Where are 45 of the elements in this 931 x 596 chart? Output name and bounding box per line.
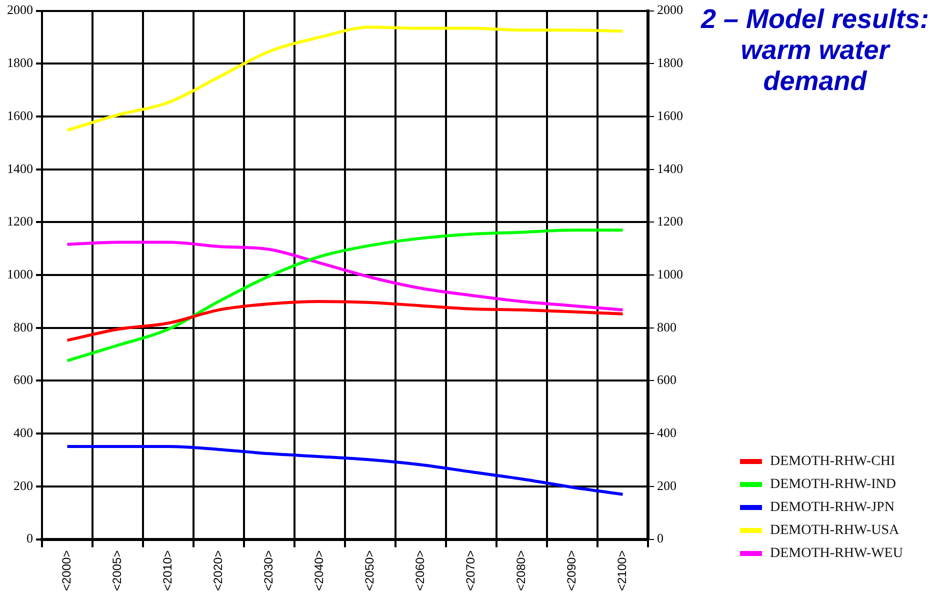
y2-tick-label: 800	[657, 319, 676, 334]
x-tick-label: <2100>	[615, 550, 630, 592]
y2-tick-label: 1400	[657, 160, 683, 176]
x-tick-label: <2080>	[514, 550, 528, 592]
x-tick-label: <2020>	[211, 550, 226, 592]
legend-label: DEMOTH-RHW-CHI	[769, 452, 896, 470]
y-tick-label: 600	[14, 372, 33, 388]
line-series	[66, 300, 624, 342]
legend-label: DEMOTH-RHW-JPN	[769, 498, 896, 516]
y-tick-label: 2000	[7, 2, 33, 18]
y2-tick-label: 400	[657, 425, 676, 440]
y2-tick-label: 1800	[657, 55, 683, 70]
y2-tick-label: 1200	[657, 214, 683, 229]
x-tick-label: <2090>	[564, 550, 579, 592]
legend-label: DEMOTH-RHW-WEU	[769, 544, 903, 562]
x-tick-label: <2070>	[464, 550, 478, 592]
y-tick-label: 1800	[7, 55, 33, 70]
y2-tick-label: 600	[657, 372, 676, 388]
y-tick-label: 400	[14, 425, 33, 440]
y-tick-label: 800	[14, 319, 33, 334]
y-tick-label: 0	[26, 530, 33, 546]
y2-tick-label: 0	[657, 530, 664, 546]
x-tick-label: <2005>	[110, 550, 124, 592]
x-tick-label: <2040>	[312, 550, 326, 592]
line-series	[66, 26, 624, 132]
y2-tick-label: 2000	[657, 2, 683, 18]
y-tick-label: 200	[14, 478, 33, 493]
y-tick-label: 1000	[7, 266, 33, 282]
y2-tick-label: 200	[657, 478, 676, 493]
legend-label: DEMOTH-RHW-IND	[769, 476, 897, 494]
legend-label: DEMOTH-RHW-USA	[769, 522, 900, 540]
line-series	[66, 228, 624, 362]
x-tick-label: <2050>	[362, 550, 377, 592]
x-tick-label: <2010>	[160, 550, 175, 592]
line-series	[66, 240, 624, 312]
y-tick-label: 1400	[7, 160, 33, 176]
line-series	[66, 445, 624, 496]
y-tick-label: 1600	[7, 108, 33, 123]
text: 2 – Model results: warm water demand	[700, 4, 930, 97]
y2-tick-label: 1600	[657, 108, 683, 123]
y2-tick-label: 1000	[657, 266, 683, 282]
x-tick-label: <2030>	[262, 550, 276, 592]
x-tick-label: <2060>	[413, 550, 428, 592]
y-tick-label: 1200	[7, 214, 33, 229]
x-tick-label: <2000>	[60, 550, 74, 592]
